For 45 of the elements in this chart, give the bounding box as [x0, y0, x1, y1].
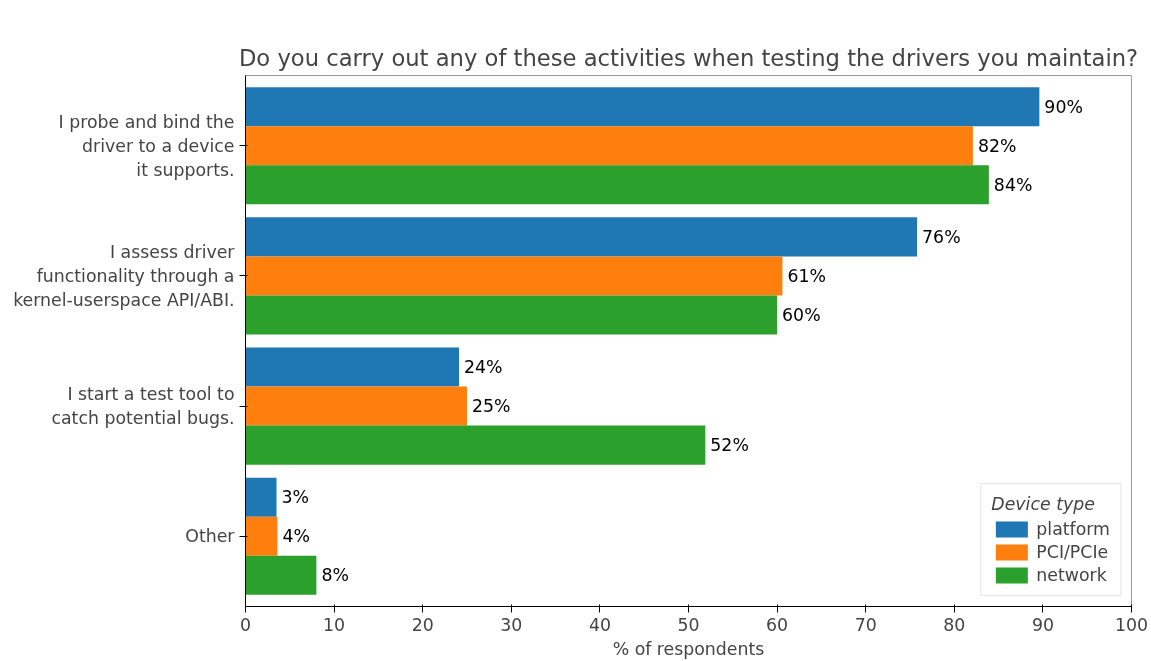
bar	[245, 87, 1040, 127]
x-tick-label: 60	[766, 614, 789, 635]
x-tick-label: 40	[588, 614, 611, 635]
x-tick-label: 10	[323, 614, 346, 635]
data-label: 25%	[472, 396, 511, 417]
x-tick-label: 0	[239, 614, 252, 635]
bar	[245, 165, 989, 205]
legend-title: Device type	[991, 494, 1096, 514]
x-tick-label: 20	[411, 614, 434, 635]
legend-label: PCI/PCIe	[1036, 542, 1109, 562]
x-tick-label: 80	[943, 614, 966, 635]
data-label: 90%	[1044, 96, 1083, 117]
x-tick-label: 50	[677, 614, 700, 635]
data-label: 8%	[321, 565, 349, 586]
x-tick-label: 100	[1114, 614, 1149, 635]
data-label: 24%	[464, 357, 503, 378]
legend-label: platform	[1036, 519, 1110, 539]
x-tick-label: 90	[1031, 614, 1054, 635]
x-tick-label: 30	[500, 614, 523, 635]
data-label: 4%	[282, 526, 310, 547]
bar	[245, 477, 277, 517]
data-label: 61%	[787, 265, 826, 286]
legend-label: network	[1036, 565, 1107, 585]
bar	[245, 347, 460, 387]
bar	[245, 295, 778, 335]
bar	[245, 516, 278, 556]
bar	[245, 386, 467, 426]
y-tick-label: I probe and bind the driver to a device it supports.	[58, 111, 235, 180]
bar	[245, 425, 706, 465]
data-label: 52%	[710, 435, 749, 456]
data-label: 76%	[922, 226, 961, 247]
bar	[245, 555, 317, 595]
y-tick-label: Other	[185, 526, 236, 547]
y-tick-label: I assess driver functionality through a kernel-userspace API/ABI.	[13, 241, 236, 310]
bar	[245, 126, 973, 166]
y-tick-label: I start a test tool to catch potential bugs.	[51, 384, 235, 429]
data-label: 82%	[977, 135, 1017, 156]
data-label: 3%	[281, 487, 310, 508]
x-axis-title: % of respondents	[612, 638, 765, 659]
data-label: 84%	[993, 174, 1033, 195]
chart-title: Do you carry out any of these activities when testing the drivers you maintain?	[238, 44, 1139, 71]
bar	[245, 256, 783, 296]
x-tick-label: 70	[854, 614, 877, 635]
bar	[245, 217, 918, 257]
data-label: 60%	[782, 304, 821, 325]
